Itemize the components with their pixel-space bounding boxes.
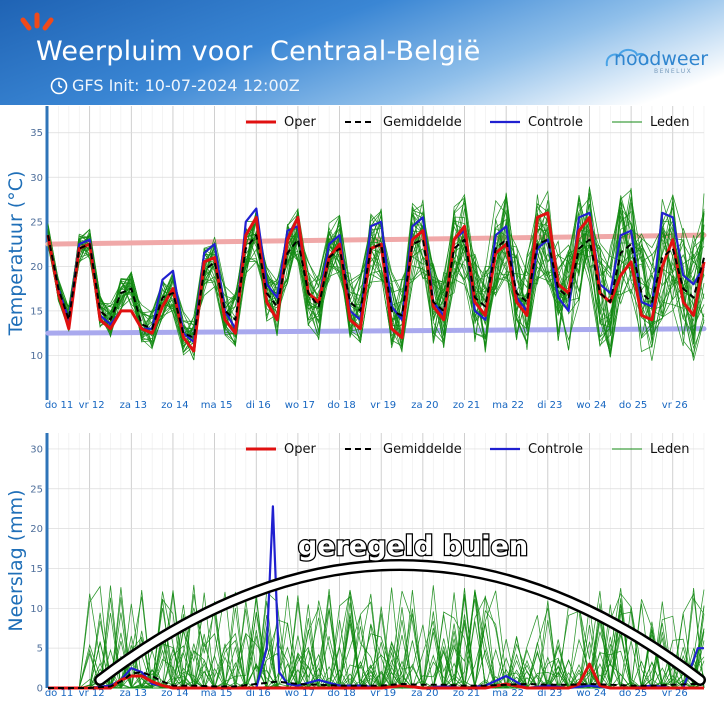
- series-gemiddelde: [48, 671, 704, 689]
- sun-icon: [20, 12, 54, 31]
- x-tick-label: di 16: [246, 400, 271, 411]
- x-tick-label: wo 17: [285, 400, 315, 411]
- y-tick-label: 0: [37, 684, 43, 695]
- x-tick-label: vr 12: [79, 688, 105, 699]
- x-tick-label: do 11: [45, 400, 73, 411]
- legend-label: Leden: [650, 115, 690, 130]
- y-tick-label: 30: [30, 444, 43, 455]
- y-tick-label: 20: [30, 262, 43, 273]
- x-tick-label: vr 26: [662, 400, 688, 411]
- legend-label: Gemiddelde: [383, 442, 462, 457]
- y-tick-label: 10: [30, 604, 43, 615]
- x-tick-label: wo 24: [576, 400, 606, 411]
- member-line: [47, 200, 705, 353]
- legend-label: Controle: [528, 442, 583, 457]
- y-tick-label: 35: [30, 128, 43, 139]
- page-title: Weerpluim voor Centraal-België: [36, 36, 481, 67]
- legend-label: Controle: [528, 115, 583, 130]
- legend-label: Leden: [650, 442, 690, 457]
- x-tick-label: zo 21: [453, 400, 480, 411]
- x-tick-label: vr 12: [79, 400, 105, 411]
- x-tick-label: di 23: [537, 400, 562, 411]
- x-tick-label: do 11: [45, 688, 73, 699]
- member-line: [48, 589, 705, 690]
- x-tick-label: wo 17: [285, 688, 315, 699]
- x-tick-label: za 13: [120, 688, 147, 699]
- x-tick-label: vr 26: [662, 688, 688, 699]
- x-tick-label: za 20: [411, 688, 438, 699]
- series-gemiddelde: [47, 234, 705, 339]
- series-oper: [48, 662, 704, 690]
- legend-label: Oper: [284, 442, 316, 457]
- x-tick-label: do 18: [327, 688, 355, 699]
- chart-panel-1: 10 15 20 25 30 35 do 11 vr 12 za 13 zo 14 ma 15 di …: [5, 106, 707, 411]
- legend-label: Oper: [284, 115, 316, 130]
- model-init-label: GFS Init: 10-07-2024 12:00Z: [72, 76, 300, 95]
- member-line: [47, 207, 705, 345]
- x-tick-label: vr 19: [370, 400, 396, 411]
- legend-label: Gemiddelde: [383, 115, 462, 130]
- legend: Oper Gemiddelde Controle Leden: [246, 442, 690, 457]
- x-tick-label: ma 15: [201, 688, 233, 699]
- cloud-logo-icon: [605, 48, 649, 67]
- x-tick-label: wo 24: [576, 688, 606, 699]
- x-tick-label: di 23: [537, 688, 562, 699]
- x-tick-label: zo 21: [453, 688, 480, 699]
- x-tick-label: do 18: [327, 400, 355, 411]
- x-tick-label: di 16: [246, 688, 271, 699]
- x-tick-label: ma 22: [492, 688, 524, 699]
- y-tick-label: 30: [30, 173, 43, 184]
- x-tick-label: zo 14: [161, 400, 188, 411]
- clock-icon: [50, 77, 68, 95]
- x-tick-label: ma 15: [201, 400, 233, 411]
- ensemble-members: [48, 584, 705, 690]
- y-tick-label: 25: [30, 217, 43, 228]
- y-tick-label: 5: [37, 644, 43, 655]
- annotation: geregeld buien: [94, 530, 706, 686]
- x-tick-label: za 20: [411, 400, 438, 411]
- legend: Oper Gemiddelde Controle Leden: [246, 115, 690, 130]
- x-tick-label: do 25: [619, 688, 647, 699]
- member-line: [47, 187, 705, 344]
- brand-logo-text: noodweer: [614, 48, 709, 70]
- annotation-arc: [96, 561, 704, 684]
- x-tick-label: vr 19: [370, 688, 396, 699]
- x-tick-label: za 13: [120, 400, 147, 411]
- y-axis-label: Temperatuur (°C): [5, 171, 27, 337]
- y-tick-label: 20: [30, 524, 43, 535]
- x-tick-label: ma 22: [492, 400, 524, 411]
- y-tick-label: 15: [30, 306, 43, 317]
- x-tick-label: zo 14: [161, 688, 188, 699]
- y-tick-label: 15: [30, 564, 43, 575]
- annotation-text: geregeld buien: [298, 531, 528, 562]
- chart-panel-2: 0 5 10 15 20 25 30 do 11 vr 12 za 13 zo 14 ma 15 di …: [5, 433, 705, 699]
- brand-logo-subtext: BENELUX: [654, 68, 693, 75]
- header-banner: [0, 0, 724, 105]
- y-axis-label: Neerslag (mm): [5, 489, 27, 631]
- y-tick-label: 10: [30, 351, 43, 362]
- x-tick-label: do 25: [619, 400, 647, 411]
- y-tick-label: 25: [30, 484, 43, 495]
